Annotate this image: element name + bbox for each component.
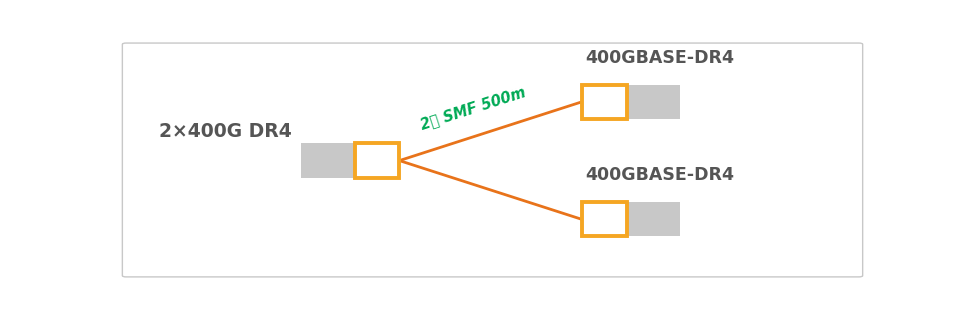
Text: 2芯 SMF 500m: 2芯 SMF 500m bbox=[419, 84, 528, 132]
Bar bbox=[582, 202, 627, 237]
Bar bbox=[582, 85, 627, 119]
Bar bbox=[627, 202, 680, 237]
Bar bbox=[301, 143, 355, 178]
FancyBboxPatch shape bbox=[122, 43, 863, 277]
Bar bbox=[627, 85, 680, 119]
Bar bbox=[355, 143, 400, 178]
Text: 400GBASE-DR4: 400GBASE-DR4 bbox=[585, 49, 734, 67]
Text: 2×400G DR4: 2×400G DR4 bbox=[160, 122, 292, 141]
Text: 400GBASE-DR4: 400GBASE-DR4 bbox=[585, 166, 734, 184]
